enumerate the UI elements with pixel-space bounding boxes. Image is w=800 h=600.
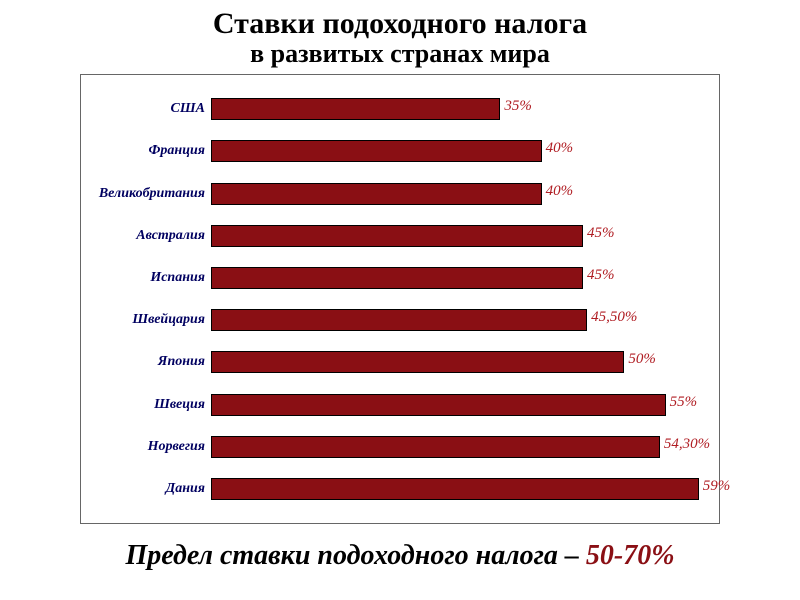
bar: [211, 98, 500, 120]
y-axis-label: Дания: [81, 481, 211, 497]
value-label: 45%: [587, 267, 615, 284]
y-axis-label: Франция: [81, 143, 211, 159]
chart-row: Франция 40%: [81, 131, 705, 171]
chart-row: Швеция 55%: [81, 385, 705, 425]
y-axis-label: Испания: [81, 270, 211, 286]
chart-row: Швейцария 45,50%: [81, 300, 705, 340]
bar-area: 54,30%: [211, 434, 705, 460]
bar: [211, 394, 666, 416]
bar-area: 45%: [211, 223, 705, 249]
value-label: 45%: [587, 225, 615, 242]
bar: [211, 225, 583, 247]
title-line-1: Ставки подоходного налога: [213, 8, 587, 40]
bar-area: 40%: [211, 181, 705, 207]
bar-area: 45,50%: [211, 307, 705, 333]
bar: [211, 267, 583, 289]
y-axis-label: Австралия: [81, 228, 211, 244]
y-axis-label: Швеция: [81, 397, 211, 413]
y-axis-label: Норвегия: [81, 439, 211, 455]
chart-row: Япония 50%: [81, 342, 705, 382]
chart-rows: США 35% Франция 40% Великобритания 40% Австрал…: [81, 89, 705, 509]
chart-row: Австралия 45%: [81, 216, 705, 256]
bar: [211, 436, 660, 458]
value-label: 50%: [628, 351, 656, 368]
bar: [211, 478, 699, 500]
value-label: 35%: [504, 98, 532, 115]
y-axis-label: Великобритания: [81, 186, 211, 202]
bar: [211, 183, 542, 205]
bar: [211, 140, 542, 162]
chart-row: США 35%: [81, 89, 705, 129]
chart-title: Ставки подоходного налога в развитых стр…: [213, 8, 587, 68]
y-axis-label: Япония: [81, 354, 211, 370]
bar: [211, 309, 587, 331]
title-line-2: в развитых странах мира: [213, 40, 587, 69]
value-label: 40%: [546, 183, 574, 200]
footer-prefix: Предел ставки подоходного налога –: [125, 540, 585, 571]
bar-area: 45%: [211, 265, 705, 291]
y-axis-label: США: [81, 101, 211, 117]
value-label: 45,50%: [591, 309, 637, 326]
bar-area: 50%: [211, 349, 705, 375]
footer-caption: Предел ставки подоходного налога – 50-70…: [125, 540, 674, 572]
y-axis-label: Швейцария: [81, 312, 211, 328]
footer-highlight: 50-70%: [586, 540, 675, 571]
bar-area: 40%: [211, 138, 705, 164]
chart-area: США 35% Франция 40% Великобритания 40% Австрал…: [80, 74, 720, 524]
chart-row: Норвегия54,30%: [81, 427, 705, 467]
value-label: 54,30%: [664, 436, 710, 453]
value-label: 55%: [670, 394, 698, 411]
bar: [211, 351, 624, 373]
chart-row: Дания59%: [81, 469, 705, 509]
chart-row: Великобритания 40%: [81, 174, 705, 214]
bar-area: 55%: [211, 392, 705, 418]
value-label: 40%: [546, 140, 574, 157]
slide-container: Ставки подоходного налога в развитых стр…: [0, 0, 800, 600]
bar-area: 59%: [211, 476, 705, 502]
value-label: 59%: [703, 478, 731, 495]
chart-row: Испания 45%: [81, 258, 705, 298]
bar-area: 35%: [211, 96, 705, 122]
